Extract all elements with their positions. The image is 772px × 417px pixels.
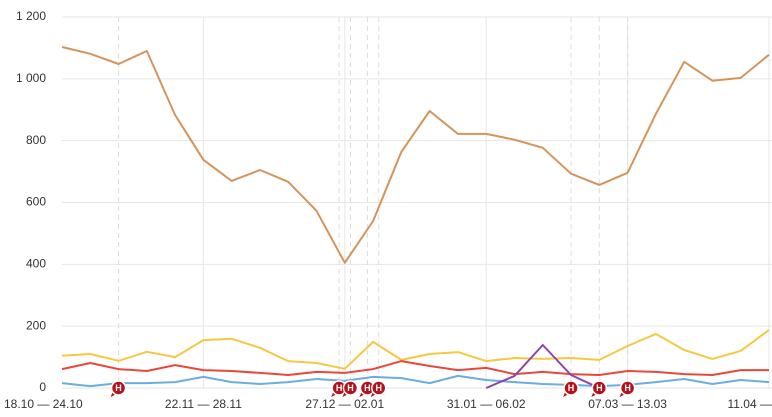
y-tick-label: 600 bbox=[26, 195, 46, 209]
marker-label: H bbox=[568, 383, 575, 393]
x-tick-label: 27.12 — 02.01 bbox=[305, 397, 384, 411]
holiday-marker: H bbox=[563, 380, 579, 397]
marker-badge bbox=[563, 380, 579, 396]
holiday-marker: H bbox=[591, 380, 608, 397]
series-line bbox=[61, 360, 769, 376]
y-tick-label: 200 bbox=[26, 318, 46, 332]
marker-label: H bbox=[596, 383, 603, 393]
marker-badge bbox=[370, 380, 387, 396]
x-tick-label: 22.11 — 28.11 bbox=[165, 397, 242, 411]
marker-label: H bbox=[364, 383, 371, 393]
y-tick-label: 400 bbox=[26, 257, 46, 271]
x-tick-label: 11.04 — bbox=[728, 397, 772, 411]
marker-label: H bbox=[624, 383, 631, 393]
marker-label: H bbox=[336, 383, 343, 393]
series-line bbox=[61, 329, 770, 370]
x-tick-label: 18.10 — 24.10 bbox=[4, 397, 83, 411]
y-tick-label: 1 200 bbox=[16, 9, 46, 23]
marker-label: H bbox=[347, 383, 354, 393]
series-line bbox=[485, 344, 600, 389]
marker-badge bbox=[110, 380, 127, 396]
holiday-marker: H bbox=[331, 380, 347, 397]
x-tick-label: 07.03 — 13.03 bbox=[588, 397, 667, 411]
y-tick-label: 1 000 bbox=[16, 71, 46, 85]
series-line bbox=[61, 46, 770, 264]
marker-badge bbox=[342, 380, 359, 396]
x-tick-label: 31.01 — 06.02 bbox=[447, 397, 526, 411]
y-tick-label: 0 bbox=[39, 380, 46, 394]
holiday-marker: H bbox=[370, 380, 387, 397]
marker-label: H bbox=[115, 383, 122, 393]
holiday-marker: H bbox=[619, 380, 636, 397]
series-line bbox=[61, 374, 770, 388]
holiday-marker: H bbox=[359, 380, 376, 397]
holiday-marker: H bbox=[342, 380, 359, 397]
holiday-marker: H bbox=[110, 380, 127, 397]
marker-label: H bbox=[375, 383, 382, 393]
marker-badge bbox=[619, 380, 636, 396]
y-tick-label: 800 bbox=[26, 133, 46, 147]
marker-badge bbox=[591, 380, 608, 396]
